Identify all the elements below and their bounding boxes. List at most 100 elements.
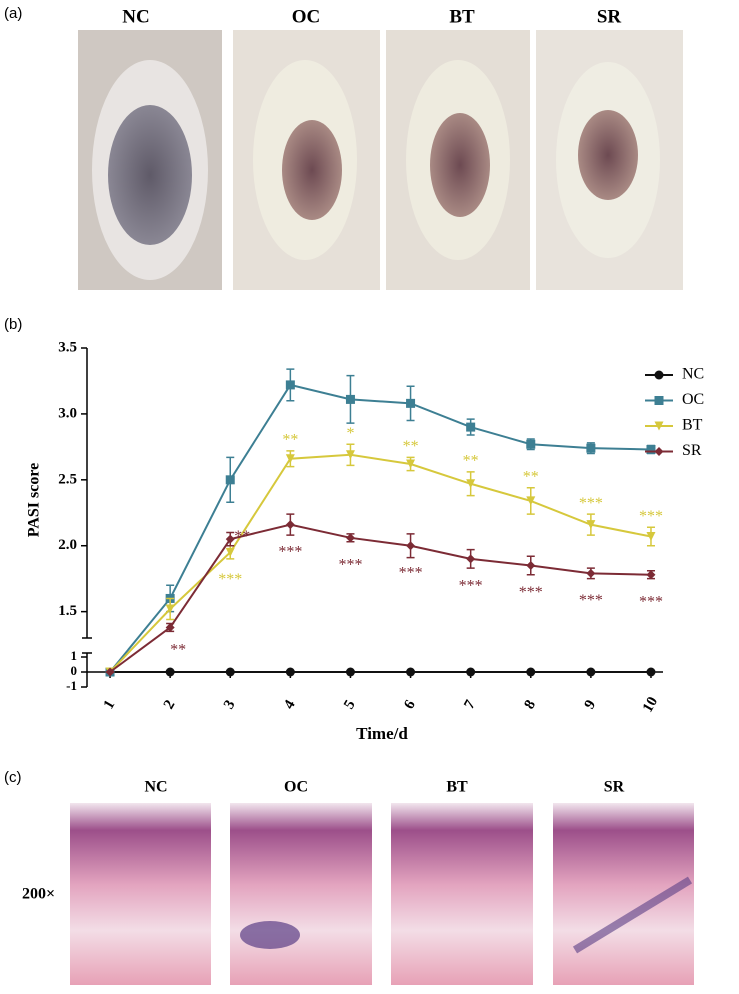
y-tick-label: 2.0 bbox=[58, 537, 77, 553]
point bbox=[586, 568, 596, 578]
significance: ** bbox=[403, 438, 419, 455]
point bbox=[466, 479, 476, 489]
histology-title: SR bbox=[604, 779, 625, 796]
x-tick-label: 7 bbox=[461, 697, 479, 712]
x-tick-label: 10 bbox=[640, 694, 661, 715]
series-line bbox=[109, 383, 652, 673]
y-tick-label: 2.5 bbox=[58, 471, 77, 487]
point bbox=[586, 667, 596, 677]
significance: *** bbox=[278, 543, 302, 560]
point bbox=[526, 496, 536, 506]
point bbox=[406, 459, 416, 469]
point bbox=[345, 450, 355, 460]
histology-image bbox=[70, 803, 211, 985]
legend-label: BT bbox=[682, 417, 703, 434]
photo-titles: NC OC BT SR bbox=[122, 6, 621, 27]
lesion bbox=[108, 105, 192, 245]
point bbox=[285, 667, 295, 677]
legend-marker bbox=[654, 421, 664, 431]
point bbox=[285, 520, 295, 530]
point bbox=[165, 667, 175, 677]
point bbox=[406, 398, 416, 408]
significance: *** bbox=[218, 571, 242, 588]
point bbox=[586, 520, 596, 530]
legend-marker bbox=[654, 396, 664, 405]
point bbox=[466, 554, 476, 564]
legend-marker bbox=[654, 447, 664, 456]
lesion bbox=[430, 113, 490, 217]
significance: *** bbox=[338, 556, 362, 573]
x-tick-label: 3 bbox=[221, 697, 239, 711]
significance: *** bbox=[459, 578, 483, 595]
point bbox=[165, 622, 175, 632]
magnification: 200× bbox=[22, 886, 55, 903]
y-axis-label: PASI score bbox=[26, 463, 43, 538]
photo-title: OC bbox=[292, 6, 321, 27]
point bbox=[285, 380, 295, 390]
point bbox=[225, 475, 235, 485]
point bbox=[466, 667, 476, 677]
point bbox=[345, 667, 355, 677]
photo-title: NC bbox=[122, 6, 149, 27]
y-tick-label: 1.5 bbox=[58, 603, 77, 619]
panel-label: (c) bbox=[4, 769, 22, 786]
significance: ** bbox=[282, 431, 298, 448]
significance: ** bbox=[523, 468, 539, 485]
legend-label: SR bbox=[682, 442, 702, 459]
photo-title: BT bbox=[449, 6, 475, 27]
panel-label: (b) bbox=[4, 316, 22, 333]
significance: *** bbox=[639, 593, 663, 610]
y-tick-label: 0 bbox=[71, 663, 78, 678]
x-tick-label: 4 bbox=[281, 697, 299, 712]
photo-title: SR bbox=[597, 6, 622, 27]
point bbox=[526, 667, 536, 677]
point bbox=[285, 454, 295, 464]
point bbox=[345, 533, 355, 543]
histology-titles: NC OC BT SR bbox=[144, 779, 624, 796]
series-line bbox=[109, 453, 652, 673]
significance: *** bbox=[399, 564, 423, 581]
point bbox=[646, 532, 656, 541]
significance: *** bbox=[579, 495, 603, 512]
point bbox=[406, 541, 416, 551]
tissue bbox=[240, 921, 300, 949]
histology-title: BT bbox=[446, 779, 468, 796]
significance: ** bbox=[170, 642, 186, 659]
point bbox=[526, 561, 536, 570]
x-tick-label: 9 bbox=[582, 697, 600, 711]
significance: ** bbox=[463, 453, 479, 470]
histology-title: OC bbox=[284, 779, 308, 796]
legend-label: OC bbox=[682, 391, 704, 408]
point bbox=[225, 534, 235, 544]
point bbox=[646, 570, 656, 580]
point bbox=[526, 439, 536, 449]
point bbox=[406, 667, 416, 677]
lesion bbox=[578, 110, 638, 200]
x-tick-label: 1 bbox=[101, 697, 119, 711]
histology-image bbox=[391, 803, 533, 985]
panel-label: (a) bbox=[4, 5, 22, 22]
x-axis-label: Time/d bbox=[356, 724, 408, 743]
point bbox=[466, 422, 476, 432]
point bbox=[586, 443, 596, 453]
x-tick-label: 8 bbox=[521, 697, 539, 711]
point bbox=[646, 445, 656, 454]
significance: *** bbox=[579, 592, 603, 609]
legend-label: NC bbox=[682, 366, 704, 383]
point bbox=[225, 667, 235, 677]
series-line bbox=[109, 523, 652, 673]
significance: *** bbox=[639, 508, 663, 525]
tissue bbox=[572, 876, 693, 954]
lesion bbox=[282, 120, 342, 220]
significance: * bbox=[346, 425, 354, 442]
histology-title: NC bbox=[144, 779, 167, 796]
significance: ** bbox=[234, 528, 250, 545]
x-tick-label: 6 bbox=[401, 697, 419, 712]
photos bbox=[78, 30, 683, 290]
point bbox=[225, 547, 235, 557]
histology bbox=[70, 803, 694, 985]
x-tick-label: 2 bbox=[161, 697, 179, 711]
point bbox=[345, 394, 355, 404]
point bbox=[165, 604, 175, 614]
